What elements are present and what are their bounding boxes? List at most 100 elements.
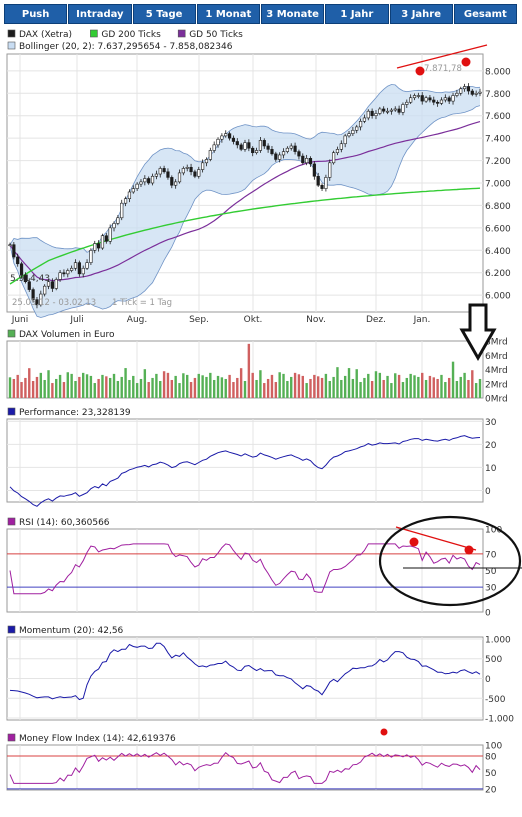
- volume-bar-55: [220, 377, 224, 398]
- candle-body-42: [170, 177, 174, 186]
- rsi-ytick-2: 50: [485, 567, 497, 577]
- annotation-down-arrow: [459, 303, 497, 362]
- volume-bar-114: [447, 377, 451, 398]
- candle-body-89: [351, 129, 355, 134]
- candle-body-19: [81, 267, 85, 275]
- candle-body-32: [131, 188, 135, 193]
- volume-bar-116: [455, 381, 459, 398]
- candle-body-50: [201, 162, 205, 170]
- volume-bar-23: [97, 378, 100, 398]
- candle-body-122: [478, 91, 482, 94]
- volume-bar-63: [251, 372, 254, 398]
- volume-bar-46: [186, 374, 189, 398]
- volume-bar-102: [401, 382, 405, 398]
- candle-body-62: [247, 142, 251, 149]
- volume-bar-28: [116, 381, 120, 398]
- candle-body-57: [227, 133, 232, 139]
- candle-body-68: [270, 149, 274, 155]
- mfi-ytick-2: 50: [485, 769, 497, 779]
- volume-bar-7: [35, 376, 39, 398]
- volume-bar-64: [255, 379, 258, 398]
- tab-1-monat[interactable]: 1 Monat: [196, 4, 260, 24]
- volume-bar-70: [278, 372, 281, 398]
- volume-ytick-4: 0Mrd: [485, 395, 508, 405]
- tab-intraday[interactable]: Intraday: [68, 4, 132, 24]
- candle-body-0: [8, 244, 12, 246]
- performance-ytick-2: 10: [485, 464, 497, 474]
- candle-body-52: [208, 150, 212, 160]
- candle-body-95: [374, 113, 378, 116]
- volume-bar-65: [259, 370, 262, 398]
- candle-body-80: [316, 175, 320, 186]
- momentum-ytick-0: 1.000: [485, 635, 511, 645]
- price-tick-label: 1 Tick = 1 Tag: [112, 298, 172, 308]
- performance-ytick-0: 30: [485, 418, 497, 428]
- volume-bar-48: [193, 377, 197, 398]
- candle-body-35: [143, 178, 147, 183]
- volume-bar-119: [467, 379, 470, 398]
- mfi-legend-label-0: Money Flow Index (14): 42,619376: [19, 734, 176, 744]
- annotation-rsi-dot-1: [409, 537, 419, 547]
- volume-bar-78: [309, 378, 312, 398]
- candle-body-21: [89, 250, 93, 263]
- bollinger-upper: [9, 84, 481, 253]
- tab-gesamt[interactable]: Gesamt: [453, 4, 517, 24]
- annotation-rsi-trendline: [395, 526, 477, 551]
- volume-bar-51: [205, 376, 208, 398]
- volume-bar-67: [266, 378, 270, 398]
- volume-bar-57: [228, 374, 231, 398]
- candle-body-117: [459, 88, 463, 94]
- volume-bar-104: [409, 373, 412, 398]
- performance-ytick-3: 0: [485, 487, 491, 497]
- rsi-ytick-4: 0: [485, 609, 491, 619]
- candle-body-2: [16, 256, 20, 265]
- tab-3-jahre[interactable]: 3 Jahre: [389, 4, 453, 24]
- candle-body-111: [436, 101, 440, 104]
- candle-body-72: [285, 147, 289, 152]
- candle-body-7: [35, 299, 39, 306]
- candle-body-85: [335, 149, 340, 154]
- tab-3-monate[interactable]: 3 Monate: [261, 4, 325, 24]
- volume-ytick-2: 4Mrd: [485, 366, 508, 376]
- price-ytick-4: 7.200: [485, 157, 511, 167]
- x-label-0: Juni: [11, 315, 29, 325]
- candle-body-15: [66, 270, 70, 275]
- volume-bar-37: [151, 377, 154, 398]
- tab-5-tage[interactable]: 5 Tage: [132, 4, 196, 24]
- volume-bar-100: [394, 373, 397, 398]
- volume-bar-69: [274, 382, 278, 398]
- candle-body-1: [12, 244, 16, 258]
- volume-ytick-1: 6Mrd: [485, 352, 508, 362]
- volume-bar-30: [124, 368, 127, 398]
- volume-bar-52: [209, 372, 212, 398]
- annotation-price-trendline: [396, 44, 488, 69]
- volume-bar-94: [370, 381, 374, 398]
- volume-bar-107: [421, 372, 424, 398]
- tab-1-jahr[interactable]: 1 Jahr: [325, 4, 389, 24]
- rsi-legend-swatch-0: [7, 517, 16, 526]
- volume-bar-71: [282, 373, 285, 398]
- candle-body-86: [339, 143, 343, 150]
- price-range-label: 25.05.12 - 03.02.13: [12, 298, 96, 308]
- x-label-6: Dez.: [366, 315, 386, 325]
- performance-panel: [6, 418, 484, 503]
- x-label-4: Okt.: [244, 315, 263, 325]
- volume-legend-swatch-0: [7, 329, 16, 338]
- candle-body-27: [112, 223, 116, 229]
- annotation-price-dot-2: [461, 57, 471, 67]
- candle-body-33: [135, 183, 139, 189]
- volume-bar-17: [74, 381, 77, 398]
- candle-body-120: [470, 90, 474, 95]
- momentum-ytick-4: -1.000: [485, 715, 514, 725]
- candle-body-34: [139, 181, 143, 185]
- series-mfi: [9, 751, 481, 784]
- timeframe-tabs: Push Intraday 5 Tage 1 Monat 3 Monate 1 …: [4, 4, 517, 24]
- candle-body-71: [281, 151, 286, 156]
- tab-push[interactable]: Push: [4, 4, 68, 24]
- bollinger-lower: [9, 105, 481, 318]
- rsi-ytick-3: 30: [485, 584, 497, 594]
- mfi-legend-swatch-0: [7, 733, 16, 742]
- price-ytick-6: 6.800: [485, 202, 511, 212]
- volume-ytick-3: 2Mrd: [485, 380, 508, 390]
- volume-bar-62: [247, 343, 251, 398]
